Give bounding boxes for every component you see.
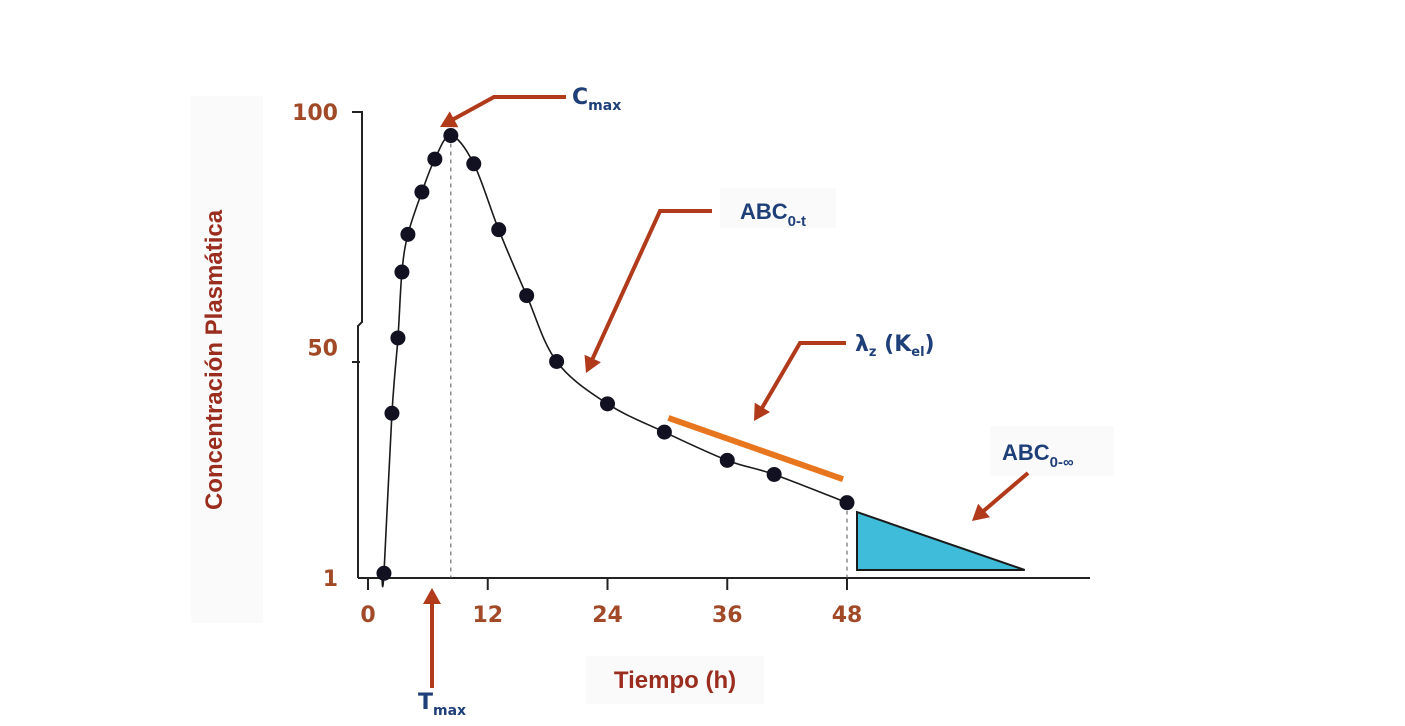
lambda-arrow-shaft — [760, 341, 846, 410]
x-tick-label-36: 36 — [712, 603, 743, 628]
data-point-5 — [414, 184, 430, 200]
abc-0t-arrow-shaft — [590, 209, 712, 361]
abc-0inf-arrow-head — [972, 503, 990, 521]
tmax-label: Tmax — [418, 690, 466, 719]
data-point-13 — [656, 424, 672, 440]
x-tick-label-0: 0 — [360, 603, 375, 628]
extrapolated-area — [856, 510, 1026, 571]
x-axis-title: Tiempo (h) — [614, 667, 736, 694]
cmax-label: Cmax — [572, 85, 621, 114]
lambda-z-label: λz (Kel) — [855, 332, 935, 360]
data-point-6 — [427, 151, 443, 167]
data-point-0 — [376, 565, 392, 581]
abc-0t-panel — [720, 188, 836, 228]
abc-0inf-label: ABC0-∞ — [1002, 440, 1074, 471]
data-point-9 — [491, 222, 507, 238]
tmax-arrow-head — [423, 588, 441, 604]
data-point-2 — [390, 330, 406, 346]
y-tick-labels: 1 50 100 — [292, 101, 338, 592]
ylabel-panel — [191, 96, 263, 623]
xlabel-panel — [586, 656, 764, 704]
abc-0t-arrow-head — [584, 354, 601, 373]
x-tick-label-48: 48 — [832, 603, 863, 628]
lambda-z-line — [667, 415, 844, 482]
data-point-1 — [384, 405, 400, 421]
data-point-15 — [766, 466, 782, 482]
data-point-14 — [719, 452, 735, 468]
cmax-arrow-shaft — [451, 95, 566, 122]
data-points — [376, 128, 855, 581]
data-point-4 — [400, 226, 416, 242]
data-point-3 — [394, 264, 410, 280]
callout-arrows — [423, 95, 1030, 688]
x-tick-label-24: 24 — [592, 603, 623, 628]
data-point-11 — [549, 353, 565, 369]
lambda-arrow-head — [754, 402, 771, 421]
y-tick-label-100: 100 — [292, 101, 338, 126]
data-point-7 — [443, 128, 459, 144]
y-tick-label-1: 1 — [323, 567, 338, 592]
x-ticks: 0 12 24 36 48 — [360, 578, 862, 628]
x-tick-label-12: 12 — [472, 603, 503, 628]
data-point-12 — [600, 396, 615, 412]
y-axis — [352, 111, 363, 578]
abc-0inf-panel — [990, 426, 1114, 476]
data-point-8 — [466, 156, 482, 172]
y-tick-label-50: 50 — [307, 336, 338, 361]
abc-0t-label: ABC0-t — [740, 199, 806, 230]
data-point-16 — [839, 495, 855, 511]
y-axis-title: Concentración Plasmática — [201, 209, 228, 510]
cmax-arrow-head — [440, 111, 459, 128]
data-point-10 — [519, 288, 535, 304]
abc-0inf-arrow-shaft — [978, 471, 1030, 516]
